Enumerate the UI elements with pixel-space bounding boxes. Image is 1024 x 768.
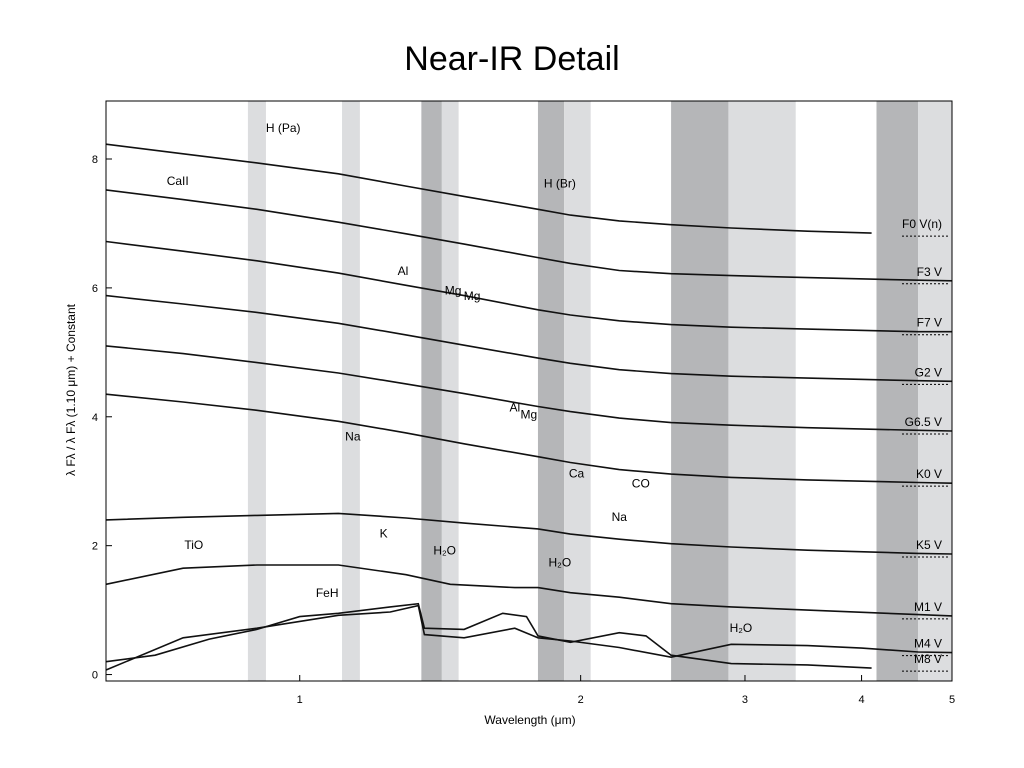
spectrum-line — [105, 564, 953, 617]
spectrum-line — [105, 604, 953, 671]
x-tick-label: 2 — [578, 694, 584, 706]
line-annotation: Mg — [521, 408, 538, 422]
shaded-band — [342, 101, 360, 681]
spectrum-line — [105, 143, 872, 234]
y-axis-title: λ Fλ / λ Fλ (1.10 μm) + Constant — [64, 303, 78, 476]
series-label: G2 V — [915, 365, 942, 379]
series-label: F7 V — [917, 316, 942, 330]
line-annotation: H₂O — [730, 621, 753, 635]
shaded-band — [876, 101, 919, 681]
x-tick-label: 5 — [949, 694, 955, 706]
shaded-band — [671, 101, 729, 681]
series-label: M4 V — [914, 637, 942, 651]
plot-frame — [105, 100, 953, 682]
series-label: K0 V — [916, 467, 942, 481]
series-label: G6.5 V — [905, 415, 942, 429]
spectrum-line — [105, 393, 953, 484]
shaded-band — [728, 101, 796, 681]
line-annotation: CO — [632, 477, 650, 491]
line-annotation: H₂O — [433, 544, 456, 558]
line-annotation: Na — [612, 510, 628, 524]
spectrum-line — [105, 602, 872, 669]
x-tick-label: 4 — [859, 694, 865, 706]
x-tick-label: 3 — [742, 694, 748, 706]
line-annotation: H (Br) — [544, 176, 576, 190]
series-label: F3 V — [917, 265, 942, 279]
spectrum-line — [105, 512, 953, 555]
y-tick-label: 0 — [92, 670, 98, 682]
y-tick-label: 6 — [92, 283, 98, 295]
spectra-series: F0 V(n) F3 V F7 V G2 V G6.5 V K0 V K5 V M1 V M4 … — [105, 143, 953, 672]
line-annotation: Mg — [445, 283, 462, 297]
y-tick-label: 2 — [92, 541, 98, 553]
line-annotation: Mg — [464, 289, 481, 303]
line-annotation: H₂O — [549, 555, 572, 569]
line-annotation: FeH — [316, 586, 339, 600]
line-annotation: Ca — [569, 466, 585, 480]
series-label: F0 V(n) — [902, 217, 942, 231]
spectrum-line — [105, 189, 953, 282]
chart-title: Near-IR Detail — [404, 40, 620, 78]
shaded-band — [564, 101, 591, 681]
shaded-bands — [247, 101, 952, 681]
shaded-band — [421, 101, 442, 681]
spectrum-line — [105, 240, 952, 333]
line-annotation: Al — [509, 401, 520, 415]
line-annotation: H (Pa) — [266, 121, 301, 135]
spectrum-line — [105, 294, 953, 383]
y-tick-label: 4 — [92, 412, 98, 424]
x-tick-label: 1 — [297, 694, 303, 706]
shaded-band — [537, 101, 565, 681]
line-annotation: TiO — [184, 538, 203, 552]
shaded-band — [918, 101, 952, 681]
series-label: M1 V — [914, 600, 942, 614]
x-axis-title: Wavelength (μm) — [484, 713, 575, 727]
series-label: M8 V — [914, 652, 942, 666]
line-annotation: Al — [398, 264, 409, 278]
series-label: K5 V — [916, 538, 942, 552]
shaded-band — [247, 101, 266, 681]
y-axis-ticks: 0 2 4 6 8 — [92, 154, 112, 682]
spectrum-line — [105, 345, 953, 432]
line-annotation: CaII — [167, 174, 189, 188]
y-tick-label: 8 — [92, 154, 98, 166]
line-annotation: K — [380, 526, 388, 540]
line-annotation: Na — [345, 430, 361, 444]
x-axis-ticks: 1 2 3 4 5 — [297, 675, 955, 706]
